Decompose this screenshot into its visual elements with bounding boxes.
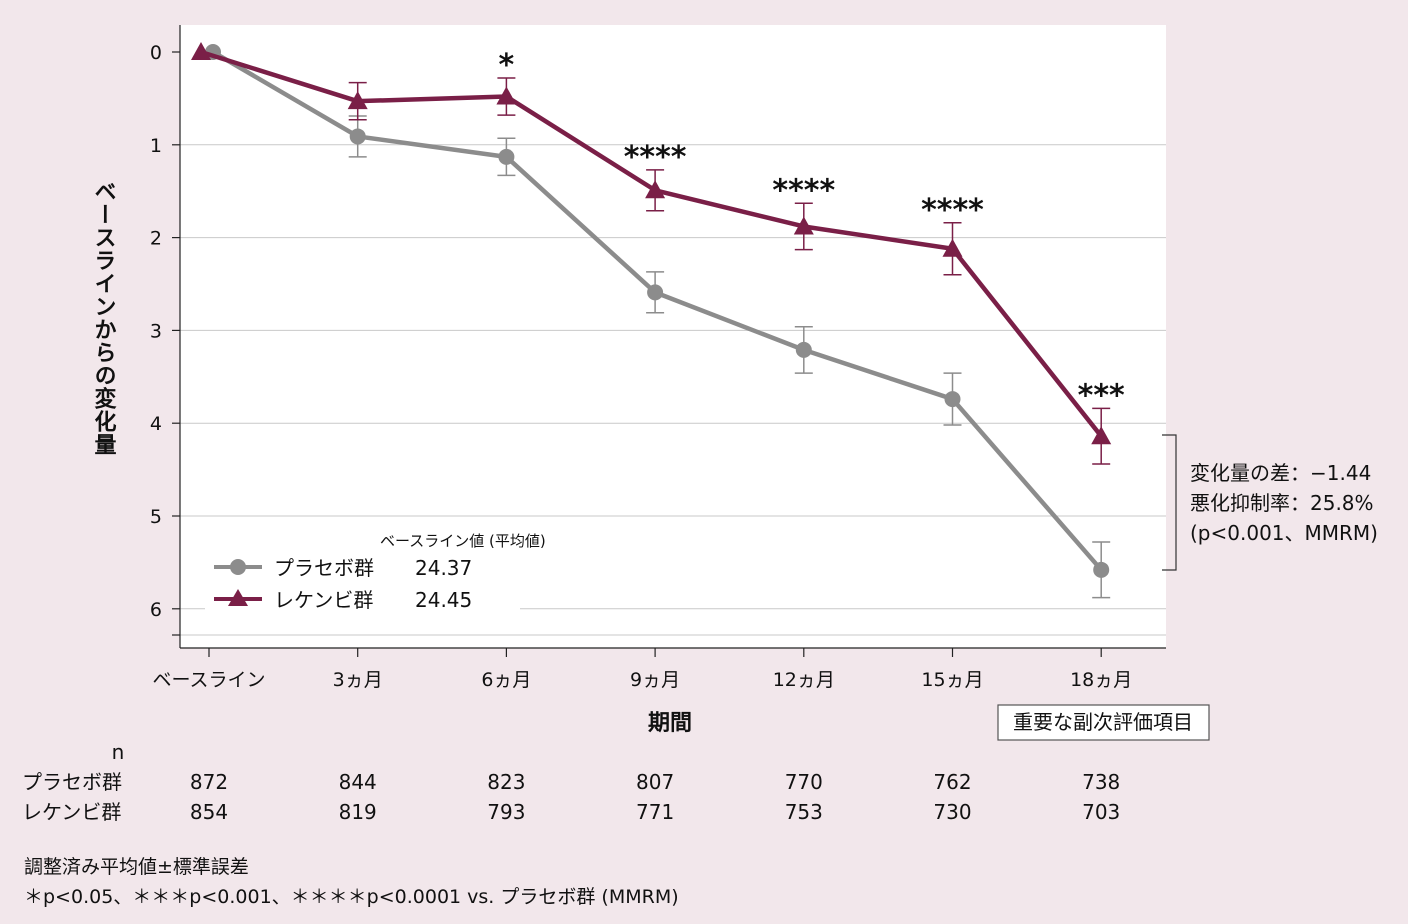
data-point [347,91,368,110]
n-table-cell: 807 [636,770,674,794]
series-placebo [205,44,1111,599]
y-axis-title: ベースラインからの変化量 [91,180,117,456]
y-tick-label: 5 [150,506,162,528]
legend-placebo-baseline: 24.37 [415,556,472,580]
n-table-cell: 730 [933,800,971,824]
data-point [944,391,961,408]
badge-box [997,704,1210,741]
n-table-cell: 703 [1082,800,1120,824]
y-tick-label: 6 [150,599,162,621]
data-point [1091,426,1112,445]
n-table-cell: 738 [1082,770,1120,794]
data-point [647,284,664,301]
significance-label: **** [772,173,835,208]
annotation-bracket [1162,434,1177,571]
legend: ベースライン値 (平均値) プラセボ群 24.37 レケンビ群 24.45 [205,522,546,617]
annotation-line-2: 悪化抑制率：25.8% [1190,491,1374,515]
legend-placebo-marker [230,559,246,575]
x-tick-labels: ベースライン 3ヵ月 6ヵ月 9ヵ月 12ヵ月 15ヵ月 18ヵ月 [152,669,1132,691]
n-table: n プラセボ群 レケンビ群 872 844 823 807 770 762 738 854 81… [22,740,1120,824]
data-point [191,42,211,60]
x-tick-label: 9ヵ月 [630,669,680,691]
data-point [795,341,812,358]
x-tick-label: 18ヵ月 [1070,669,1132,691]
n-table-row-label-placebo: プラセボ群 [22,770,122,794]
n-table-cell: 793 [487,800,525,824]
legend-lecanemab-label: レケンビ群 [274,588,373,612]
data-point [645,180,666,199]
significance-markers: **************** [499,48,1125,413]
n-table-cell: 771 [636,800,674,824]
difference-annotation: 変化量の差：−1.44 悪化抑制率：25.8% (p<0.001、MMRM) [1162,434,1378,571]
x-tick-label: 6ヵ月 [481,669,531,691]
n-table-cell: 823 [487,770,525,794]
data-point [349,128,366,145]
y-tick-labels: 0 1 2 3 4 5 6 [150,42,162,621]
x-tick-label: 3ヵ月 [333,669,383,691]
x-axis-title: 期間 [648,711,692,736]
n-table-row-label-lecanemab: レケンビ群 [22,800,121,824]
data-point [496,86,517,105]
n-table-cell: 844 [339,770,377,794]
grid-lines [180,144,1166,636]
n-table-cell: 819 [339,800,377,824]
significance-label: **** [921,193,984,228]
data-point [942,238,963,257]
legend-placebo-label: プラセボ群 [274,556,374,580]
y-tick-label: 2 [150,228,162,250]
badge-label: 重要な副次評価項目 [1013,710,1193,734]
legend-lecanemab-marker [228,589,248,606]
significance-label: * [499,48,515,83]
series-lecanemab [191,42,1112,465]
y-tick-label: 0 [150,42,162,64]
n-table-cell: 770 [785,770,823,794]
data-point [793,216,814,235]
y-tick-label: 4 [150,413,162,435]
x-tick-label: ベースライン [152,669,265,691]
axes [172,25,1166,657]
y-tick-label: 3 [150,320,162,342]
annotation-line-3: (p<0.001、MMRM) [1190,521,1378,545]
n-table-header: n [112,740,125,764]
data-point [498,148,515,165]
note-2: ＊p<0.05、＊＊＊p<0.001、＊＊＊＊p<0.0001 vs. プラセボ… [24,886,679,908]
series-layer [191,42,1112,599]
n-table-cell: 872 [190,770,228,794]
note-1: 調整済み平均値±標準誤差 [24,856,249,878]
data-point [1093,561,1110,578]
significance-label: *** [1078,378,1125,413]
legend-box [205,522,520,617]
x-tick-label: 15ヵ月 [921,669,983,691]
n-table-cell: 753 [785,800,823,824]
n-table-cell: 762 [933,770,971,794]
legend-title: ベースライン値 (平均値) [380,532,546,550]
annotation-line-1: 変化量の差：−1.44 [1190,461,1371,485]
legend-lecanemab-baseline: 24.45 [415,588,472,612]
n-table-cell: 854 [190,800,228,824]
endpoint-badge: 重要な副次評価項目 [997,704,1210,741]
significance-label: **** [624,140,687,175]
x-tick-label: 12ヵ月 [773,669,835,691]
y-tick-label: 1 [150,135,162,157]
